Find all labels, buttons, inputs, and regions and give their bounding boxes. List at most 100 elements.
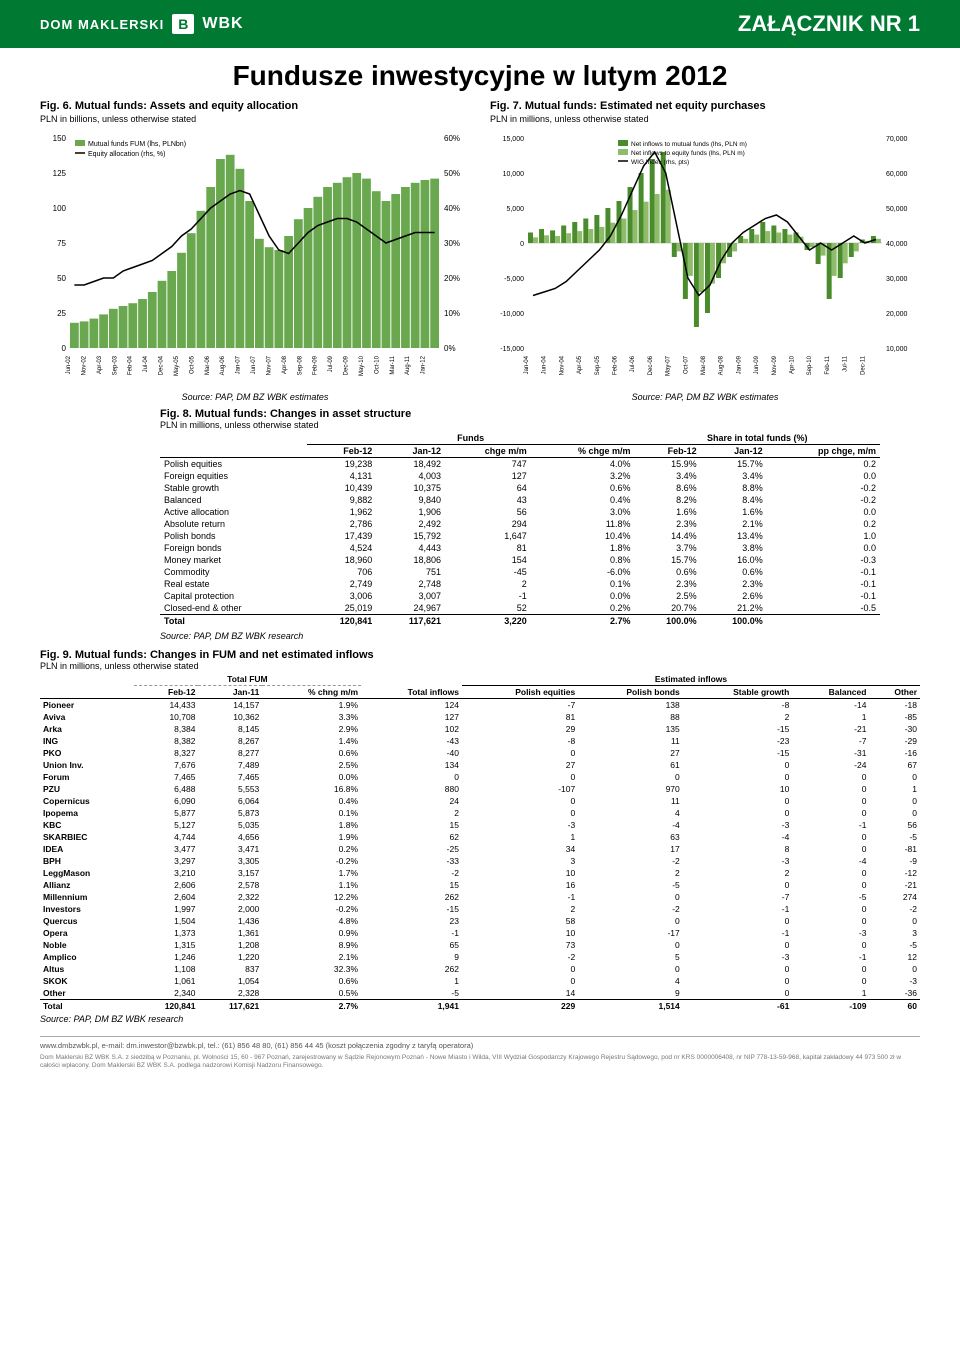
svg-text:Mar-11: Mar-11 [390,355,396,374]
svg-text:Apr-05: Apr-05 [577,355,583,374]
fig7-source: Source: PAP, DM BZ WBK estimates [490,392,920,402]
fig9-hdr-fum: Total FUM [134,673,361,686]
table-row: Capital protection3,0063,007-10.0%2.5%2.… [160,590,880,602]
table-row: Allianz2,6062,5781.1%1516-500-21 [40,879,920,891]
table-row: Investors1,9972,000-0.2%-152-2-10-2 [40,903,920,915]
svg-text:Net inflows to mutual funds (l: Net inflows to mutual funds (lhs, PLN m) [631,141,747,148]
svg-text:Feb-09: Feb-09 [313,355,319,375]
svg-text:Mar-06: Mar-06 [205,355,211,375]
svg-text:Nov-07: Nov-07 [266,355,272,375]
table-row: ING8,3828,2671.4%-43-811-23-7-29 [40,735,920,747]
svg-text:Jan-09: Jan-09 [736,355,742,374]
table-row: Other2,3402,3280.5%-514901-36 [40,987,920,1000]
svg-text:Sep-03: Sep-03 [112,355,118,375]
table-row: Closed-end & other25,01924,967520.2%20.7… [160,602,880,615]
table-row: Noble1,3151,2088.9%6573000-5 [40,939,920,951]
table-row: Foreign equities4,1314,0031273.2%3.4%3.4… [160,470,880,482]
svg-text:Aug-11: Aug-11 [405,355,411,375]
svg-text:10,000: 10,000 [503,171,525,178]
table-row: Pioneer14,43314,1571.9%124-7138-8-14-18 [40,699,920,712]
svg-text:Oct-10: Oct-10 [374,355,380,374]
svg-text:May-07: May-07 [666,355,672,376]
table-row: Money market18,96018,8061540.8%15.7%16.0… [160,554,880,566]
fig7-title: Fig. 7. Mutual funds: Estimated net equi… [490,100,920,112]
svg-text:50,000: 50,000 [886,206,908,213]
table-row: Amplico1,2461,2202.1%9-25-3-112 [40,951,920,963]
svg-text:30%: 30% [444,239,460,248]
fig8-section: Fig. 8. Mutual funds: Changes in asset s… [0,408,960,641]
svg-text:-5,000: -5,000 [504,276,524,283]
table-row: Ipopema5,8775,8730.1%204000 [40,807,920,819]
svg-text:May-10: May-10 [359,355,365,376]
svg-text:Dec-11: Dec-11 [860,355,866,375]
svg-text:60,000: 60,000 [886,171,908,178]
total-row: Total120,841117,6212.7%1,9412291,514-61-… [40,1000,920,1013]
table-row: SKOK1,0611,0540.6%10400-3 [40,975,920,987]
svg-text:Jun-07: Jun-07 [251,355,257,374]
table-row: Quercus1,5041,4364.8%23580000 [40,915,920,927]
svg-text:30,000: 30,000 [886,276,908,283]
brand-b-icon: B [172,14,194,34]
svg-text:10%: 10% [444,309,460,318]
svg-text:Mutual funds FUM (lhs, PLNbn): Mutual funds FUM (lhs, PLNbn) [88,141,186,148]
fig6-title: Fig. 6. Mutual funds: Assets and equity … [40,100,470,112]
svg-text:20,000: 20,000 [886,311,908,318]
svg-text:-10,000: -10,000 [500,311,524,318]
svg-text:Jun-04: Jun-04 [542,355,548,374]
fig6-chart: 150125100755025060%50%40%30%20%10%0%Jun-… [40,128,470,388]
table-row: Arka8,3848,1452.9%10229135-15-21-30 [40,723,920,735]
svg-text:150: 150 [53,134,67,143]
svg-text:25: 25 [57,309,66,318]
table-row: Polish bonds17,43915,7921,64710.4%14.4%1… [160,530,880,542]
svg-text:Dec-04: Dec-04 [159,355,165,375]
table-row: Polish equities19,23818,4927474.0%15.9%1… [160,458,880,471]
total-row: Total120,841117,6213,2202.7%100.0%100.0% [160,615,880,628]
svg-text:0: 0 [62,344,67,353]
svg-text:Jul-06: Jul-06 [630,355,636,372]
charts-row: Fig. 6. Mutual funds: Assets and equity … [0,100,960,402]
table-row: BPH3,2973,305-0.2%-333-2-3-4-9 [40,855,920,867]
table-row: LeggMason3,2103,1571.7%-210220-12 [40,867,920,879]
svg-text:40%: 40% [444,204,460,213]
fig9-subtitle: PLN in millions, unless otherwise stated [40,661,920,671]
footer-legal: Dom Maklerski BZ WBK S.A. z siedzibą w P… [40,1054,920,1071]
svg-text:70,000: 70,000 [886,136,908,143]
fig7-subtitle: PLN in millions, unless otherwise stated [490,114,920,124]
table-row: Foreign bonds4,5244,443811.8%3.7%3.8%0.0 [160,542,880,554]
svg-text:Sep-10: Sep-10 [807,355,813,375]
svg-text:Jul-04: Jul-04 [143,355,149,372]
svg-text:Dec-06: Dec-06 [648,355,654,375]
table-row: Millennium2,6042,32212.2%262-10-7-5274 [40,891,920,903]
svg-text:WIG Index (rhs, pts): WIG Index (rhs, pts) [631,159,689,166]
svg-text:40,000: 40,000 [886,241,908,248]
table-row: Stable growth10,43910,375640.6%8.6%8.8%-… [160,482,880,494]
logo-area: DOM MAKLERSKI B WBK [40,14,244,34]
table-row: Real estate2,7492,74820.1%2.3%2.3%-0.1 [160,578,880,590]
table-row: Forum7,4657,4650.0%000000 [40,771,920,783]
svg-text:0%: 0% [444,344,456,353]
svg-text:20%: 20% [444,274,460,283]
svg-text:Feb-11: Feb-11 [825,355,831,374]
header-bar: DOM MAKLERSKI B WBK ZAŁĄCZNIK NR 1 [0,0,960,48]
table-row: Union Inv.7,6767,4892.5%13427610-2467 [40,759,920,771]
svg-text:10,000: 10,000 [886,346,908,353]
svg-text:Apr-03: Apr-03 [97,355,103,374]
svg-text:5,000: 5,000 [506,206,524,213]
svg-text:75: 75 [57,239,66,248]
table-row: SKARBIEC4,7444,6561.9%62163-40-5 [40,831,920,843]
svg-text:50: 50 [57,274,66,283]
svg-text:60%: 60% [444,134,460,143]
svg-text:Oct-05: Oct-05 [189,355,195,374]
svg-text:-15,000: -15,000 [500,346,524,353]
footer-contact: www.dmbzwbk.pl, e-mail: dm.inwestor@bzwb… [40,1036,920,1050]
fig9-source: Source: PAP, DM BZ WBK research [40,1014,920,1024]
attachment-label: ZAŁĄCZNIK NR 1 [738,11,920,37]
svg-text:Feb-06: Feb-06 [613,355,619,375]
table-row: Balanced9,8829,840430.4%8.2%8.4%-0.2 [160,494,880,506]
svg-text:50%: 50% [444,169,460,178]
svg-text:Equity allocation (rhs, %): Equity allocation (rhs, %) [88,151,165,158]
table-row: Opera1,3731,3610.9%-110-17-1-33 [40,927,920,939]
table-row: Commodity706751-45-6.0%0.6%0.6%-0.1 [160,566,880,578]
svg-text:Nov-02: Nov-02 [81,355,87,375]
svg-text:Dec-09: Dec-09 [344,355,350,375]
